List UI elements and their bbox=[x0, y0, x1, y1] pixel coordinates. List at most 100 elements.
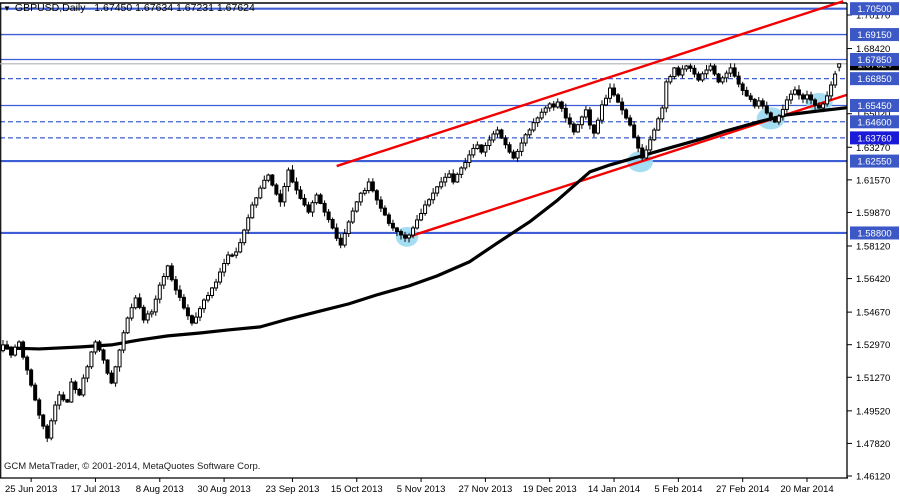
candle-body-bearish bbox=[298, 189, 303, 199]
candle-body-bullish bbox=[121, 332, 126, 351]
moving-average-line[interactable] bbox=[1, 106, 848, 351]
price-level-tag-label: 1.58800 bbox=[857, 228, 891, 239]
candle-body-bearish bbox=[141, 306, 146, 321]
candle-body-bullish bbox=[604, 97, 608, 106]
candle-body-bullish bbox=[583, 109, 588, 118]
candle-body-bullish bbox=[238, 242, 243, 253]
candle-body-bullish bbox=[656, 118, 661, 131]
candle-body-bullish bbox=[728, 67, 733, 74]
candle-body-bullish bbox=[427, 199, 432, 206]
candle-body-bullish bbox=[708, 65, 713, 71]
candle-body-bullish bbox=[234, 251, 239, 256]
candle-body-bullish bbox=[495, 129, 500, 135]
candle-body-bullish bbox=[523, 134, 528, 144]
candle-body-bearish bbox=[334, 227, 339, 239]
candle-body-bullish bbox=[467, 154, 472, 163]
candle-body-bearish bbox=[688, 65, 693, 69]
candle-body-bullish bbox=[218, 271, 223, 283]
price-level-tag-label: 1.62550 bbox=[857, 157, 891, 168]
candle-body-bullish bbox=[575, 124, 580, 133]
candle-body-bullish bbox=[543, 107, 548, 113]
price-tick-label: 1.47820 bbox=[856, 439, 890, 450]
candle-body-bullish bbox=[784, 99, 789, 110]
candle-body-bearish bbox=[185, 307, 190, 317]
candle-body-bearish bbox=[29, 369, 34, 386]
candle-body-bullish bbox=[254, 197, 259, 206]
candle-body-bearish bbox=[692, 67, 697, 75]
candle-body-bullish bbox=[527, 129, 532, 136]
candle-body-bullish bbox=[595, 119, 600, 134]
candle-body-bullish bbox=[346, 221, 351, 235]
candle-body-bullish bbox=[535, 117, 540, 124]
candle-body-bearish bbox=[628, 117, 633, 126]
candle-body-bearish bbox=[9, 347, 14, 356]
price-level-tag-1.65450 bbox=[850, 98, 899, 112]
candle-body-bullish bbox=[439, 181, 444, 188]
date-label: 23 Sep 2013 bbox=[265, 484, 319, 495]
candle-body-bullish bbox=[407, 234, 412, 239]
candle-body-bearish bbox=[322, 202, 327, 213]
price-tick-label: 1.46120 bbox=[856, 472, 890, 483]
candle-body-bearish bbox=[61, 394, 66, 401]
candle-body-bearish bbox=[591, 124, 596, 134]
price-level-tag-label: 1.64600 bbox=[857, 117, 891, 128]
candle-body-bullish bbox=[463, 161, 468, 169]
candle-body-bearish bbox=[612, 87, 617, 96]
price-level-tag-1.69150 bbox=[850, 28, 899, 42]
candle-body-bearish bbox=[559, 101, 564, 109]
candle-body-bearish bbox=[270, 174, 275, 186]
date-label: 14 Jan 2014 bbox=[588, 484, 640, 495]
date-label: 5 Feb 2014 bbox=[654, 484, 702, 495]
candle-body-bullish bbox=[660, 107, 665, 120]
candle-body-bullish bbox=[310, 202, 315, 213]
candle-body-bearish bbox=[760, 100, 765, 107]
price-tick-label: 1.58120 bbox=[856, 241, 890, 252]
candle-body-bearish bbox=[169, 265, 174, 281]
price-tick-label: 1.61570 bbox=[856, 175, 890, 186]
price-level-tag-1.58800 bbox=[850, 226, 899, 240]
candle-body-bearish bbox=[330, 219, 335, 229]
price-level-tag-1.64600 bbox=[850, 115, 899, 129]
price-tick-label: 1.54670 bbox=[856, 308, 890, 319]
candle-body-bearish bbox=[800, 94, 805, 100]
candle-body-bearish bbox=[676, 67, 681, 76]
candle-body-bullish bbox=[222, 263, 227, 273]
candle-body-bearish bbox=[696, 73, 701, 81]
candle-body-bullish bbox=[579, 116, 584, 126]
candle-body-bullish bbox=[85, 366, 90, 379]
candle-body-bullish bbox=[475, 144, 480, 149]
candle-body-bullish bbox=[258, 187, 263, 199]
date-label: 20 Mar 2014 bbox=[780, 484, 833, 495]
candle-body-bearish bbox=[616, 94, 621, 103]
candle-body-bullish bbox=[197, 308, 202, 318]
candle-body-bullish bbox=[539, 111, 544, 119]
candle-body-bearish bbox=[752, 98, 757, 107]
candle-body-bullish bbox=[821, 103, 826, 109]
candle-body-bearish bbox=[65, 399, 70, 403]
price-level-tag-label: 1.63760 bbox=[857, 133, 891, 144]
candle-body-bearish bbox=[716, 73, 721, 83]
candle-body-bullish bbox=[447, 173, 452, 178]
candle-body-bullish bbox=[117, 349, 122, 368]
candle-body-bearish bbox=[817, 104, 822, 109]
candle-body-bullish bbox=[49, 420, 54, 439]
candle-body-bearish bbox=[744, 89, 749, 97]
candle-body-bearish bbox=[338, 237, 343, 246]
candle-body-bullish bbox=[668, 76, 673, 83]
candle-body-bearish bbox=[813, 99, 818, 106]
candle-body-bullish bbox=[648, 139, 653, 151]
trendline-upper[interactable] bbox=[336, 0, 844, 168]
candle-body-bearish bbox=[109, 372, 114, 384]
title-marker-icon: ▼ bbox=[3, 3, 11, 13]
candle-body-bearish bbox=[499, 129, 504, 139]
candle-body-bearish bbox=[173, 279, 178, 291]
candle-body-bullish bbox=[415, 219, 420, 229]
candle-body-bearish bbox=[748, 95, 753, 100]
candle-body-bullish bbox=[133, 297, 138, 309]
candle-body-bullish bbox=[57, 394, 62, 406]
candle-body-bearish bbox=[77, 389, 82, 396]
candle-body-bearish bbox=[503, 137, 508, 146]
candle-body-bullish bbox=[672, 67, 677, 78]
date-label: 30 Aug 2013 bbox=[197, 484, 250, 495]
